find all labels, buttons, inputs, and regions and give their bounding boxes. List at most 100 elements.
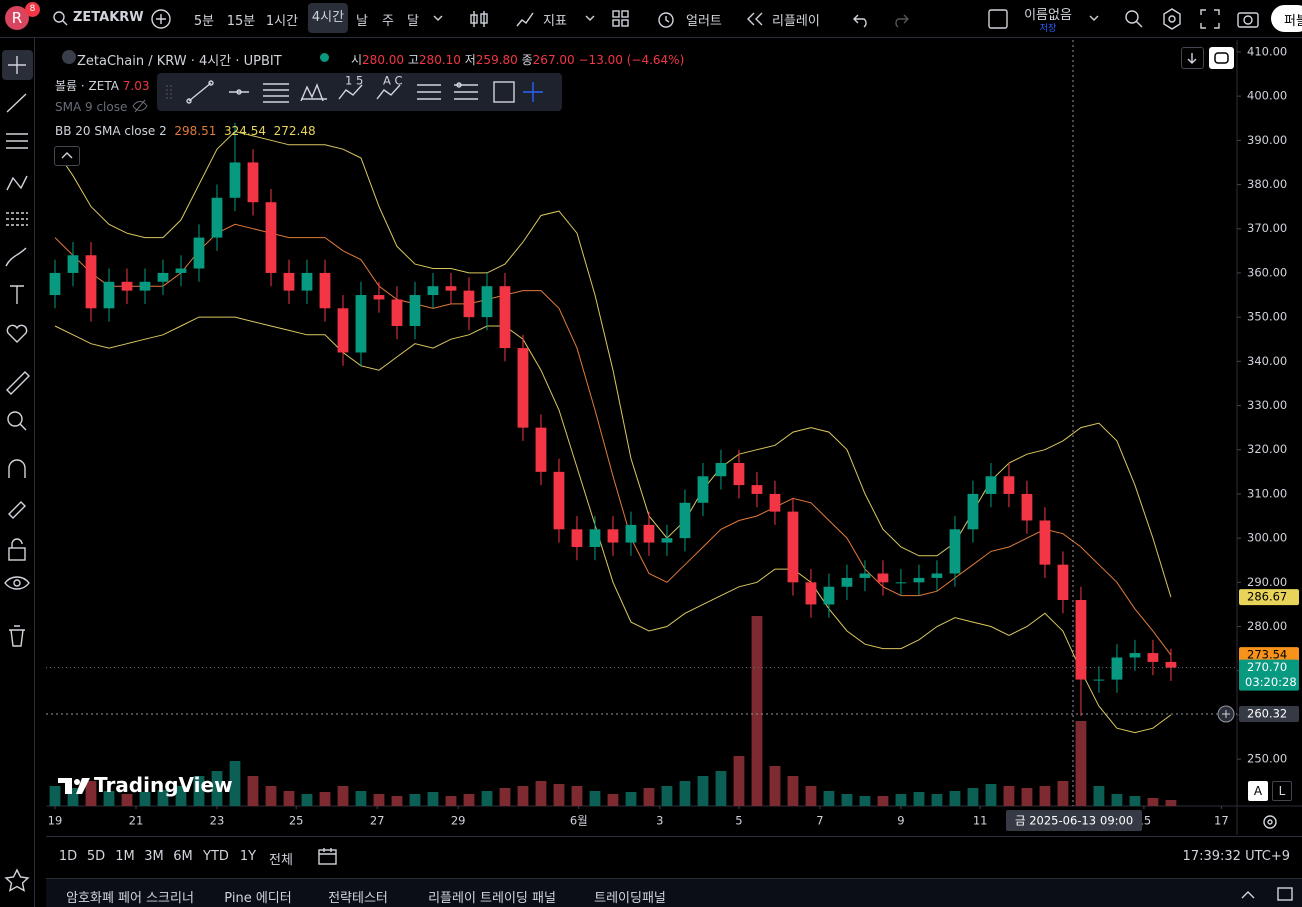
range-button[interactable]: 1M	[115, 849, 135, 864]
panel-tab[interactable]: Pine 에디터	[224, 891, 292, 906]
y-tick-label: 350.00	[1247, 310, 1287, 324]
volume-bar	[805, 786, 817, 806]
volume-bar	[715, 771, 727, 806]
time-axis-settings[interactable]	[1260, 812, 1280, 832]
range-button[interactable]: 전체	[269, 853, 293, 868]
volume-bar	[157, 790, 169, 806]
range-button[interactable]: 1D	[58, 849, 78, 864]
panel-tab[interactable]: 리플레이 트레이딩 패널	[428, 891, 556, 906]
chevron[interactable]	[1088, 13, 1100, 23]
candle-body	[1021, 493, 1033, 521]
favorites[interactable]	[0, 866, 35, 896]
auto-button[interactable]: A	[1248, 781, 1268, 801]
sma-legend: SMA 9 close	[55, 100, 128, 114]
candle-body	[1039, 520, 1051, 565]
candle-body	[859, 573, 871, 578]
crosshair-day: 금 2025-06-13	[1015, 814, 1096, 828]
layout-name[interactable]: 이름없음	[1024, 8, 1072, 23]
search-icon	[53, 11, 68, 26]
collapse-legend[interactable]	[54, 146, 80, 166]
x-tick-label: 29	[451, 814, 466, 828]
volume-bar	[49, 786, 61, 806]
candle-body	[661, 538, 673, 543]
undo[interactable]	[852, 10, 872, 28]
volume-bar	[517, 786, 529, 806]
crosshair-time-box	[1006, 810, 1142, 831]
interval[interactable]: 5분	[193, 14, 215, 29]
volume-bar	[355, 791, 367, 806]
layout-square[interactable]	[987, 8, 1009, 30]
redo[interactable]	[890, 10, 910, 28]
change: −13.00 (−4.64%)	[578, 53, 685, 67]
y-tick-label: 290.00	[1247, 575, 1287, 589]
bollinger-line	[54, 223, 1172, 656]
volume-bar	[1147, 798, 1159, 806]
candle-body	[643, 524, 655, 543]
chevron[interactable]	[432, 13, 444, 23]
candle-body	[103, 281, 115, 309]
symbol[interactable]: ZETAKRW	[73, 10, 144, 25]
range-button[interactable]: YTD	[203, 849, 229, 864]
snapshot[interactable]	[1236, 7, 1260, 31]
range-button[interactable]: 6M	[173, 849, 193, 864]
publish[interactable]: 퍼블	[1271, 5, 1302, 32]
add-symbol[interactable]	[150, 8, 172, 30]
candle-body	[823, 586, 835, 605]
close-label: 종	[521, 53, 533, 67]
svg-text:A C: A C	[383, 74, 403, 88]
interval[interactable]: 1시간	[265, 14, 299, 29]
drawing-tools[interactable]	[0, 38, 35, 678]
volume-bar	[931, 794, 943, 806]
volume-bar	[877, 796, 889, 806]
interval[interactable]: 날	[356, 14, 368, 29]
basis-label-box	[1239, 647, 1299, 664]
panel-tab[interactable]: 전략테스터	[328, 891, 388, 906]
volume-bar	[949, 791, 961, 806]
volume-bar	[103, 791, 115, 806]
panel-controls[interactable]	[1236, 885, 1296, 903]
volume-legend: 볼륨 · ZETA 7.03	[55, 77, 149, 94]
interval[interactable]: 15분	[226, 14, 256, 29]
interval[interactable]: 달	[407, 14, 419, 29]
candle-body	[1057, 564, 1069, 601]
interval[interactable]: 주	[382, 14, 394, 29]
replay[interactable]: 리플레이	[772, 14, 820, 29]
chevron[interactable]	[584, 13, 596, 23]
settings[interactable]	[1160, 7, 1184, 31]
replay-icon[interactable]	[745, 10, 765, 28]
last-price-label: 270.70	[1247, 660, 1287, 674]
log-button[interactable]: L	[1272, 781, 1292, 801]
candle-body	[391, 299, 403, 326]
panel-tab[interactable]: 트레이딩패널	[594, 891, 666, 906]
candle-body	[85, 255, 97, 309]
panel-tab[interactable]: 암호화폐 페어 스크리너	[66, 891, 194, 906]
auto-scale[interactable]	[1209, 47, 1234, 69]
drawing-toolbar-icons[interactable]: 1 5 A C	[157, 73, 562, 111]
layout-icon[interactable]	[611, 9, 631, 29]
indicators-icon[interactable]	[514, 8, 536, 30]
candle-body	[499, 286, 511, 349]
date-range-icon[interactable]	[316, 846, 340, 868]
hidden-icon[interactable]	[132, 99, 148, 113]
indicators[interactable]: 지표	[543, 14, 567, 29]
quick-search[interactable]	[1122, 7, 1146, 31]
candle-body	[715, 463, 727, 477]
volume-bar	[1111, 794, 1123, 806]
interval[interactable]: 4시간	[307, 3, 349, 33]
alert[interactable]: 얼러트	[686, 14, 722, 29]
range-button[interactable]: 1Y	[239, 849, 257, 864]
crosshair-price: 260.32	[1247, 707, 1287, 721]
volume-bar	[121, 794, 133, 806]
range-button[interactable]: 3M	[144, 849, 164, 864]
scroll-down[interactable]	[1181, 47, 1204, 69]
alert-icon[interactable]	[655, 8, 677, 30]
candle-body	[931, 573, 943, 578]
fullscreen[interactable]	[1198, 7, 1222, 31]
volume-bar	[661, 786, 673, 806]
volume-bar	[139, 792, 151, 806]
range-button[interactable]: 5D	[86, 849, 106, 864]
candle-body	[409, 295, 421, 326]
chart-type[interactable]	[468, 8, 490, 30]
candle-body	[301, 272, 313, 291]
candle-body	[175, 268, 187, 273]
